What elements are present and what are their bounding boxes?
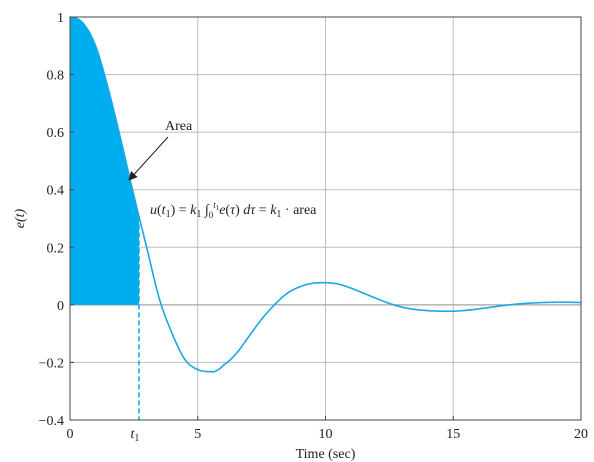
ticks: 0 5 10 15 20 −0.4 −0.2 0 0.2 0.4 0.6 0.8 1 t1 [39,11,588,444]
x-tick-label: 0 [67,427,74,442]
grid [70,17,581,420]
response-curve [69,16,582,373]
series-line [69,16,582,373]
y-tick-label: 1 [57,11,64,26]
y-tick-label: 0.8 [47,69,65,84]
t1-tick-label: t1 [131,427,140,444]
y-tick-label: −0.2 [39,356,64,371]
x-axis-label: Time (sec) [296,447,356,462]
y-tick-label: 0.4 [47,184,65,199]
y-tick-label: 0.2 [47,241,65,256]
x-tick-label: 20 [574,427,588,442]
x-tick-label: 5 [194,427,201,442]
y-tick-label: −0.4 [39,414,64,429]
y-tick-label: 0.6 [47,126,65,141]
area-annotation: Area [165,119,193,134]
y-tick-label: 0 [57,299,64,314]
area-fill [70,17,139,305]
area-arrow [128,136,169,181]
equation-annotation: u(t1) = k1 ∫0t1e(τ) dτ = k1 · area [150,200,317,220]
shaded-area [70,17,139,305]
x-tick-label: 15 [446,427,460,442]
x-tick-label: 10 [319,427,333,442]
y-axis-label: e(t) [13,208,28,228]
